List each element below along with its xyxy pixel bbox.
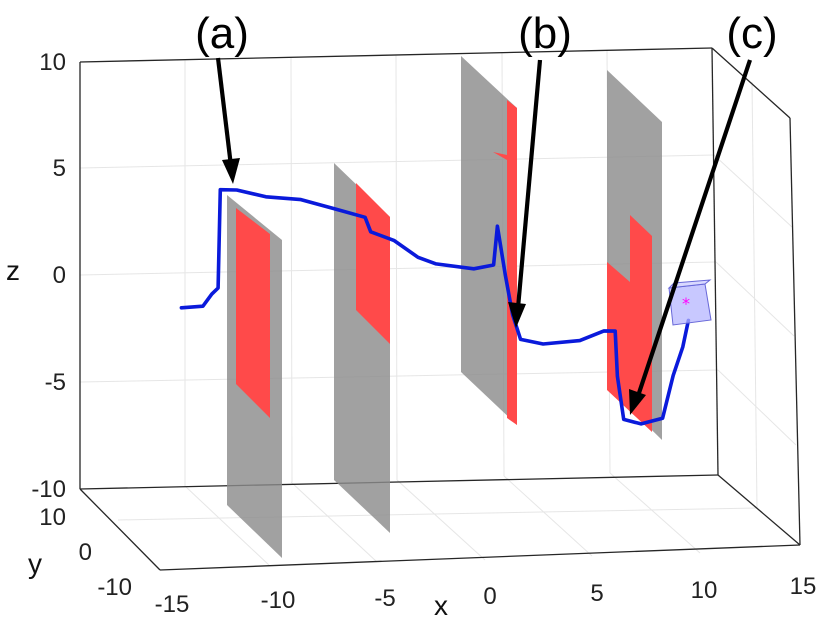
x-tick-15: 15: [790, 573, 817, 600]
grid-x-m5: [290, 57, 293, 483]
x-tick-5: 5: [590, 580, 603, 607]
z-axis-label: z: [6, 255, 20, 286]
back-right-vertical: [711, 47, 719, 476]
grid-x-0: [395, 54, 398, 481]
annotation-arrowheads: [222, 158, 646, 415]
x-tick--10: -10: [261, 587, 296, 614]
z-tick--10: -10: [31, 476, 66, 503]
floor-right-edge: [717, 474, 801, 546]
back-top-edge: [79, 47, 713, 63]
wall-3-panel: [461, 56, 517, 425]
arrow-a-head: [222, 158, 240, 184]
goal-box-top: [667, 279, 712, 289]
z-tick-0: 0: [53, 262, 66, 289]
x-tick-0: 0: [483, 583, 496, 610]
x-axis-line: [159, 544, 801, 571]
annotation-labels: (a) (b) (c): [195, 9, 778, 58]
x-axis-label: x: [434, 590, 448, 621]
x-tick-labels: -15 -10 -5 0 5 10 15: [155, 573, 817, 618]
y-tick--10: -10: [97, 574, 132, 601]
wall-1-opening: [236, 208, 270, 418]
arrow-c-shaft: [636, 59, 752, 397]
grid-floor-2: [184, 485, 271, 567]
grid-floor-1: [117, 507, 758, 521]
arrow-b-head: [508, 302, 526, 328]
floor-back-edge: [79, 474, 719, 490]
goal-star-marker: *: [682, 294, 690, 313]
flight-path: [179, 187, 691, 426]
z-tick-labels: -10 -5 0 5 10: [31, 49, 66, 503]
annotation-b: (b): [518, 9, 572, 58]
side-right-edge: [789, 117, 801, 546]
y-tick-0: 0: [79, 539, 92, 566]
z-tick--5: -5: [45, 369, 66, 396]
arrow-a-shaft: [215, 57, 234, 167]
grid-floor-4: [396, 479, 486, 561]
annotation-a: (a): [195, 9, 249, 58]
grid-floor-6: [609, 472, 701, 554]
goal-box: *: [667, 279, 712, 326]
wall-2-opening: [356, 183, 390, 344]
z-tick-5: 5: [53, 155, 66, 182]
axis-frame: [79, 47, 801, 571]
grid-side-vert: [751, 81, 758, 509]
y-tick-10: 10: [39, 504, 66, 531]
annotation-arrows: [215, 57, 752, 397]
wall-3-opening-top: [493, 152, 507, 418]
y-tick-labels: -100 10: [39, 504, 132, 601]
y-axis-label: y: [28, 548, 42, 579]
walls: [227, 56, 662, 558]
x-tick--15: -15: [155, 591, 190, 618]
y-axis-line: [79, 488, 161, 571]
arrow-b-shaft: [515, 59, 543, 309]
top-right-edge: [711, 47, 791, 119]
z-tick-10: 10: [39, 49, 66, 76]
grid-lines: [79, 47, 797, 567]
grid-floor-3: [290, 481, 378, 563]
arrow-c-head: [629, 389, 646, 415]
grid-floor-5: [503, 475, 593, 557]
annotation-c: (c): [726, 9, 777, 58]
x-tick-10: 10: [691, 577, 718, 604]
x-tick--5: -5: [374, 585, 395, 612]
wall-3-opening: [493, 100, 517, 425]
grid-side-m5: [717, 369, 797, 446]
